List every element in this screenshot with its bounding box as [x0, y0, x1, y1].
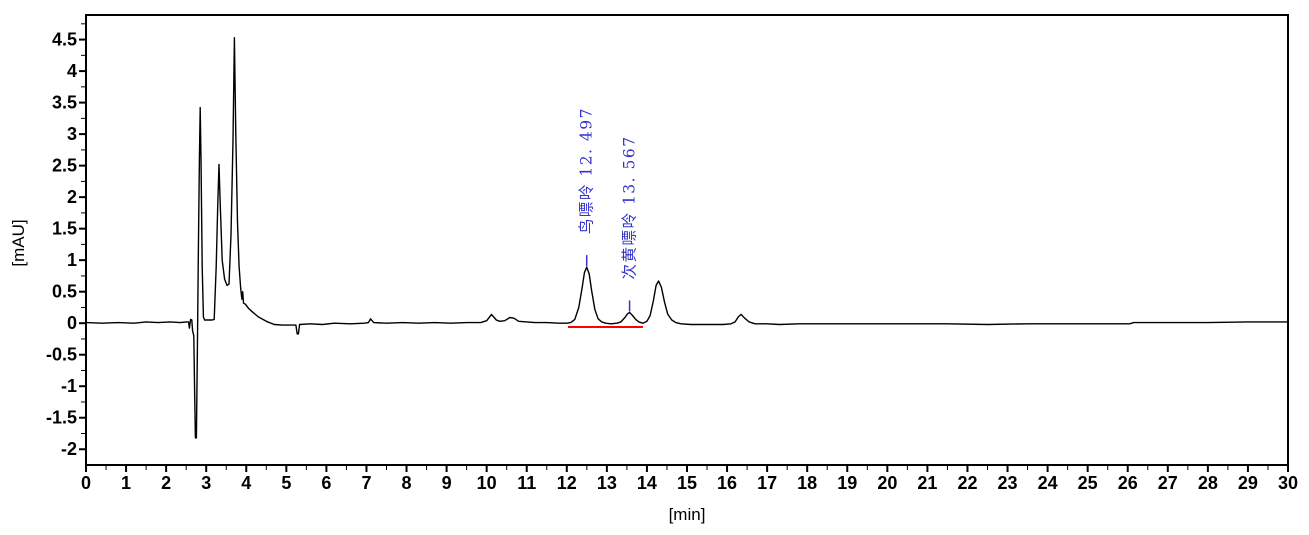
x-tick-label: 12	[557, 473, 577, 493]
x-tick-label: 11	[517, 473, 536, 493]
x-tick-label: 18	[797, 473, 817, 493]
y-tick-label: -2	[61, 439, 77, 459]
x-tick-label: 3	[201, 473, 211, 493]
y-tick-label: 3.5	[52, 93, 77, 113]
x-tick-label: 26	[1118, 473, 1138, 493]
peak-annotation: 鸟嘌呤 12. 497	[578, 107, 596, 234]
y-axis-unit-label: [mAU]	[9, 219, 28, 266]
x-tick-label: 20	[877, 473, 897, 493]
y-tick-label: 3	[67, 124, 77, 144]
x-tick-label: 25	[1078, 473, 1098, 493]
x-tick-label: 28	[1198, 473, 1218, 493]
y-tick-label: 1.5	[52, 219, 77, 239]
x-tick-label: 14	[637, 473, 657, 493]
x-tick-label: 5	[281, 473, 291, 493]
y-tick-label: -1	[61, 376, 77, 396]
x-tick-label: 0	[81, 473, 91, 493]
y-tick-label: 2.5	[52, 156, 77, 176]
y-tick-label: 2	[67, 187, 77, 207]
x-tick-label: 27	[1158, 473, 1178, 493]
x-tick-label: 2	[161, 473, 171, 493]
x-tick-label: 17	[757, 473, 777, 493]
x-tick-label: 8	[402, 473, 412, 493]
signal-trace	[85, 37, 1288, 439]
y-tick-label: -0.5	[46, 345, 77, 365]
peak-annotations-layer: 鸟嘌呤 12. 497 次黄嘌呤 13. 567	[568, 107, 643, 328]
x-tick-label: 9	[442, 473, 452, 493]
x-tick-label: 6	[321, 473, 331, 493]
x-tick-label: 29	[1238, 473, 1258, 493]
x-tick-label: 13	[597, 473, 617, 493]
x-tick-label: 10	[477, 473, 497, 493]
x-tick-label: 24	[1038, 473, 1058, 493]
x-tick-label: 16	[717, 473, 737, 493]
y-tick-label: 0	[67, 313, 77, 333]
y-tick-label: 1	[67, 250, 77, 270]
trace-layer	[85, 37, 1288, 439]
axes-layer	[79, 14, 1289, 472]
y-tick-label: 4	[67, 61, 77, 81]
y-tick-label: -1.5	[46, 408, 77, 428]
x-tick-label: 1	[121, 473, 131, 493]
x-tick-label: 21	[917, 473, 937, 493]
x-tick-label: 22	[957, 473, 977, 493]
x-tick-label: 23	[998, 473, 1018, 493]
plot-frame	[85, 14, 1289, 466]
peak-annotation: 次黄嘌呤 13. 567	[621, 135, 639, 279]
y-tick-label: 4.5	[52, 30, 77, 50]
x-axis-unit-label: [min]	[669, 505, 706, 524]
x-tick-label: 7	[361, 473, 371, 493]
tick-labels-layer: 0 1 2 3 4 5 6 7 8 9 10 11 12 13 14 15 16 17 18 19 20 21 22 23 24…	[46, 30, 1298, 493]
x-tick-label: 19	[837, 473, 857, 493]
x-tick-label: 4	[241, 473, 251, 493]
x-tick-label: 15	[677, 473, 697, 493]
x-tick-label: 30	[1278, 473, 1298, 493]
y-tick-label: 0.5	[52, 282, 77, 302]
